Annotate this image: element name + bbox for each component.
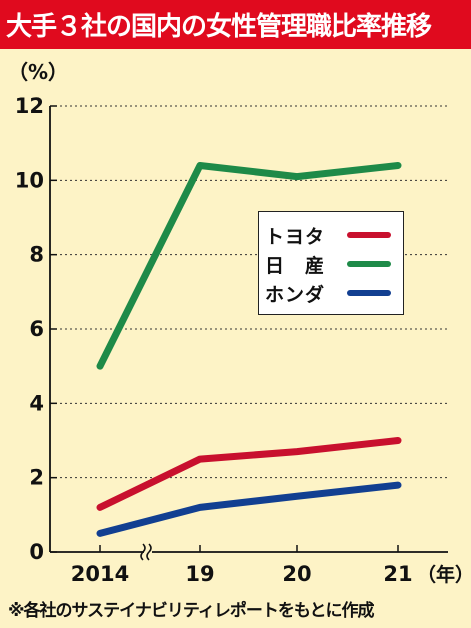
y-tick-label-10: 10 [15, 168, 44, 192]
x-tick-label-19: 19 [185, 562, 214, 586]
legend-item-toyota: トヨタ [265, 220, 391, 250]
legend-item-nissan: 日 産 [265, 249, 391, 279]
y-tick-label-8: 8 [29, 243, 44, 267]
x-tick-label-20: 20 [282, 562, 311, 586]
legend: トヨタ 日 産 ホンダ [258, 211, 404, 315]
title-bar: 大手３社の国内の女性管理職比率推移 [0, 0, 471, 49]
series-line-honda [96, 481, 402, 537]
chart-title: 大手３社の国内の女性管理職比率推移 [6, 12, 432, 42]
legend-label-honda: ホンダ [265, 283, 326, 306]
y-tick-label-2: 2 [29, 466, 44, 490]
series-line-nissan [96, 161, 402, 370]
series-line-toyota [96, 437, 402, 511]
legend-label-nissan: 日 産 [265, 254, 326, 277]
legend-swatch-nissan [347, 261, 391, 267]
y-tick-label-4: 4 [29, 391, 44, 415]
x-tick-label-2014: 2014 [71, 562, 129, 586]
y-axis-unit: （%） [8, 60, 68, 84]
y-tick-label-6: 6 [29, 317, 44, 341]
legend-label-toyota: トヨタ [265, 225, 326, 248]
x-axis-unit: （年） [417, 563, 471, 586]
source-note: ※各社のサステイナビリティレポートをもとに作成 [8, 601, 374, 621]
legend-swatch-honda [347, 290, 391, 296]
axis-break-mark-1 [140, 543, 146, 561]
y-tick-label-12: 12 [15, 94, 44, 118]
x-tick-label-21: 21 [383, 562, 412, 586]
legend-item-honda: ホンダ [265, 278, 391, 308]
axis-break-mark-2 [146, 543, 152, 561]
y-tick-label-0: 0 [29, 540, 44, 564]
legend-swatch-toyota [347, 232, 391, 238]
line-chart: 0 2 4 6 8 10 12 （%） 2014 19 20 21 （年） [8, 60, 471, 586]
